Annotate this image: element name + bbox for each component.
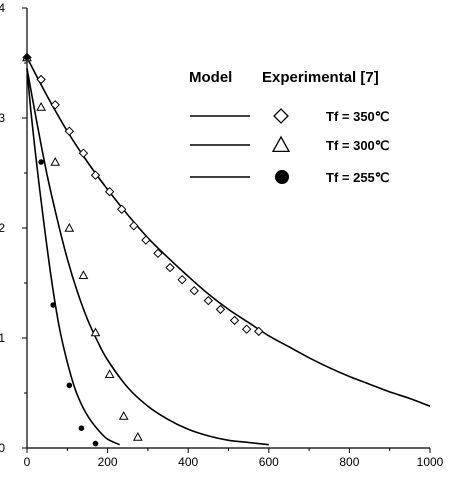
experimental-point-diamond bbox=[153, 248, 163, 259]
x-tick-label: 600 bbox=[259, 455, 279, 469]
legend-circle-icon bbox=[275, 170, 289, 184]
experimental-point-diamond bbox=[36, 74, 46, 85]
model-curve-triangle bbox=[26, 68, 269, 446]
x-tick-label: 400 bbox=[178, 455, 198, 469]
legend-rows: Tf = 350℃ Tf = 300℃ Tf = 255℃ bbox=[190, 108, 389, 185]
legend-label: Tf = 350℃ bbox=[326, 109, 389, 124]
model-curve-circle bbox=[26, 68, 121, 446]
x-tick-label: 0 bbox=[24, 455, 31, 469]
y-tick-label: 0 bbox=[0, 441, 5, 455]
experimental-point-diamond bbox=[165, 262, 175, 273]
experimental-point-circle bbox=[24, 54, 30, 61]
legend-label: Tf = 255℃ bbox=[326, 170, 389, 185]
model-curve-diamond bbox=[26, 57, 431, 407]
experimental-point-triangle bbox=[50, 156, 61, 166]
experimental-point-diamond bbox=[90, 170, 101, 180]
y-tick-label: 3 bbox=[0, 111, 5, 125]
experimental-point-diamond bbox=[215, 304, 226, 315]
y-tick-label: 4 bbox=[0, 1, 5, 15]
legend-diamond-icon bbox=[273, 108, 289, 124]
experimental-point-triangle bbox=[118, 411, 129, 420]
x-tick-label: 1000 bbox=[417, 455, 444, 469]
experimental-point-diamond bbox=[64, 126, 75, 136]
experimental-point-diamond bbox=[203, 295, 214, 306]
y-tick-label: 1 bbox=[0, 331, 5, 345]
legend-experimental-header: Experimental [7] bbox=[262, 69, 379, 86]
experimental-point-diamond bbox=[254, 326, 264, 337]
experimental-point-triangle bbox=[64, 222, 75, 232]
experimental-point-circle bbox=[66, 382, 73, 389]
legend-model-header: Model bbox=[189, 69, 232, 86]
experimental-point-triangle bbox=[104, 369, 115, 378]
experimental-point-diamond bbox=[241, 324, 252, 334]
experimental-point-diamond bbox=[141, 235, 151, 245]
experimental-point-diamond bbox=[229, 315, 240, 326]
experimental-point-triangle bbox=[36, 101, 46, 111]
model-curves bbox=[26, 57, 431, 446]
legend-label: Tf = 300℃ bbox=[326, 138, 389, 153]
experimental-point-diamond bbox=[177, 274, 187, 285]
legend-triangle-icon bbox=[271, 135, 291, 153]
x-tick-label: 200 bbox=[98, 455, 118, 469]
experimental-point-diamond bbox=[50, 100, 60, 110]
experimental-point-circle bbox=[92, 440, 99, 447]
axes: 0 200 400 600 800 1000 0 1 2 3 4 bbox=[0, 1, 444, 469]
experimental-point-diamond bbox=[78, 148, 89, 158]
experimental-point-diamond bbox=[116, 204, 127, 215]
experimental-point-triangle bbox=[78, 270, 89, 279]
legend: Model Experimental [7] Tf = 350℃ Tf = 300… bbox=[189, 69, 389, 185]
experimental-point-triangle bbox=[90, 327, 101, 337]
experimental-point-circle bbox=[38, 159, 44, 165]
x-tick-label: 800 bbox=[339, 455, 359, 469]
experimental-point-circle bbox=[50, 302, 56, 308]
experimental-point-triangle bbox=[132, 431, 143, 441]
experimental-point-diamond bbox=[129, 221, 139, 231]
experimental-markers bbox=[22, 52, 264, 447]
experimental-point-diamond bbox=[104, 186, 115, 197]
experimental-point-diamond bbox=[189, 285, 199, 296]
y-tick-label: 2 bbox=[0, 221, 5, 235]
experimental-point-circle bbox=[78, 425, 85, 432]
